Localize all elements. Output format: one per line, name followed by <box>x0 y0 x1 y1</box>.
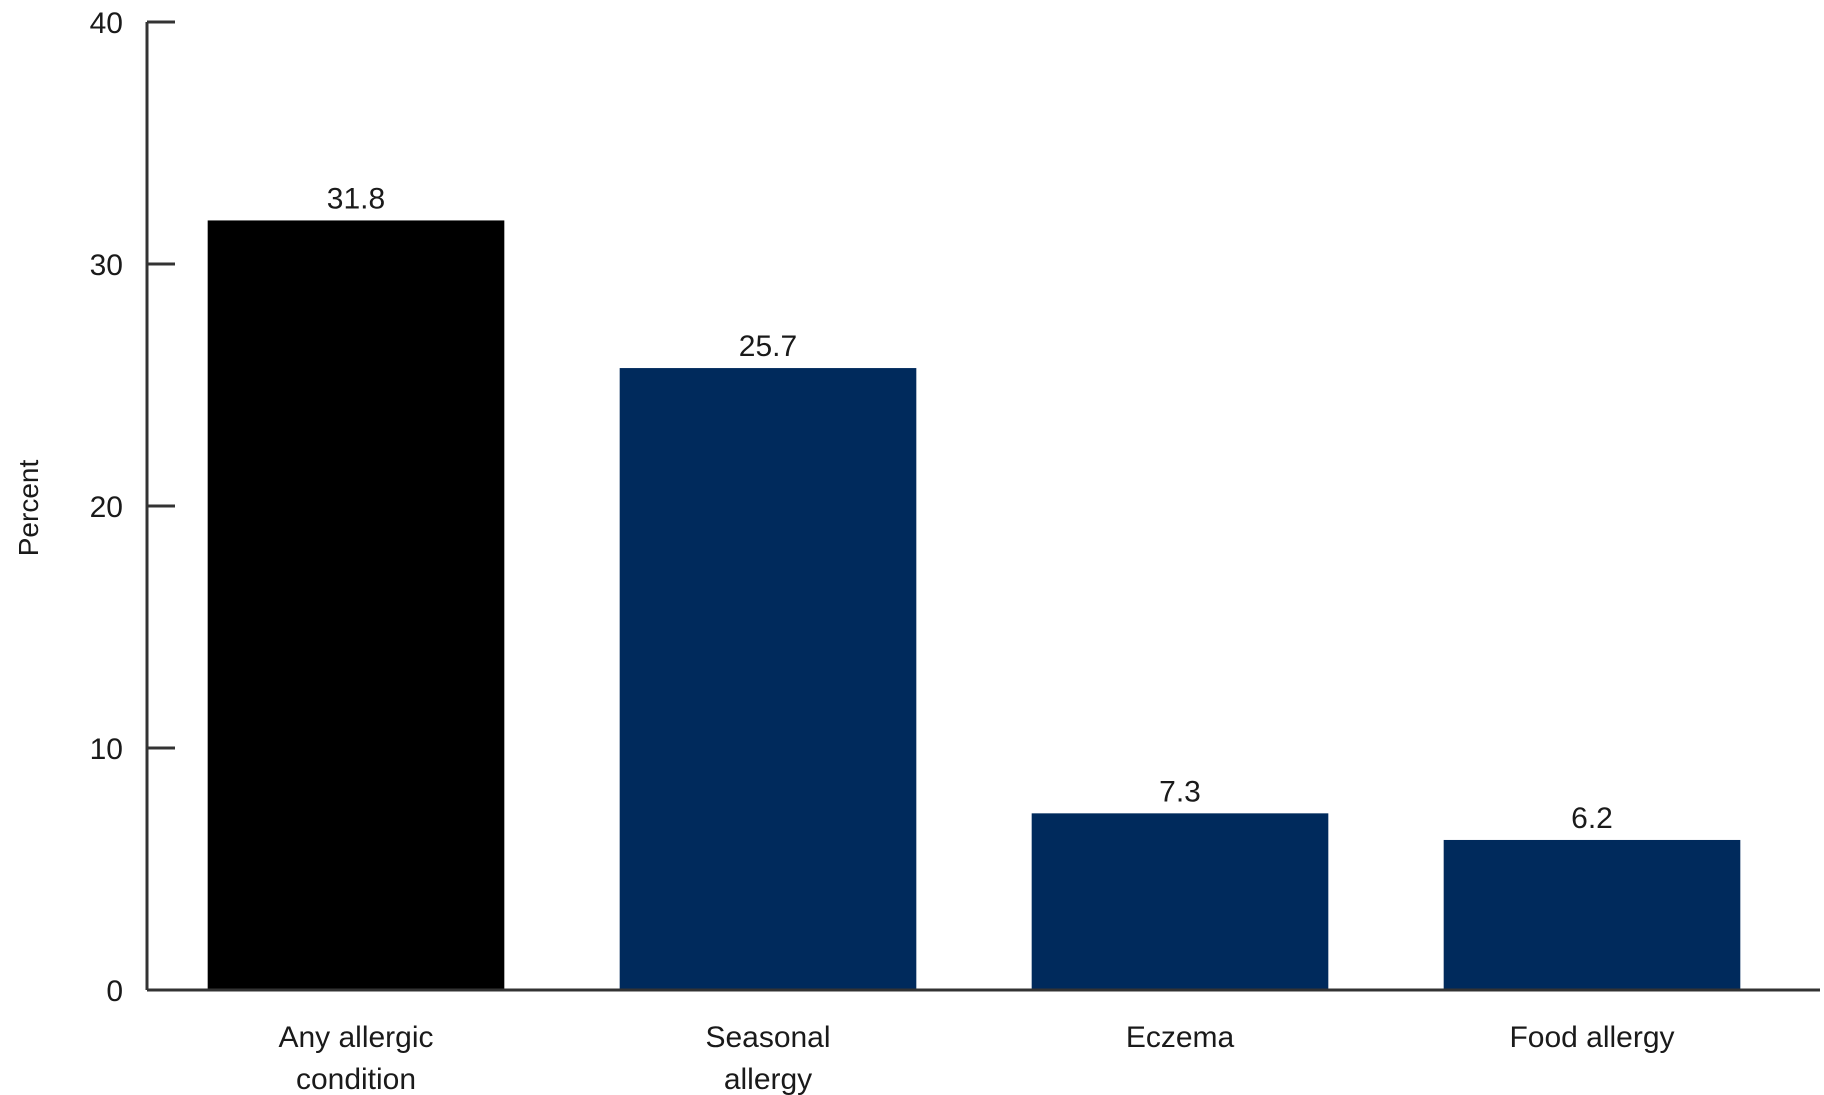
y-axis-label: Percent <box>13 460 44 557</box>
x-tick-label: Food allergy <box>1509 1021 1674 1054</box>
bar <box>1031 813 1329 990</box>
bar-value-label: 6.2 <box>1571 802 1613 835</box>
x-axis: Any allergic condition Seasonal allergy Ecze… <box>147 988 1820 1095</box>
y-tick-label: 0 <box>106 975 123 1008</box>
y-tick-label: 30 <box>90 249 123 282</box>
x-tick-label: Seasonal allergy <box>705 1021 830 1095</box>
bar-value-label: 25.7 <box>739 330 797 363</box>
y-tick-label: 40 <box>90 7 123 40</box>
bar <box>619 368 917 990</box>
bar <box>1443 839 1741 990</box>
bar <box>207 220 505 990</box>
y-tick-label: 20 <box>90 491 123 524</box>
y-axis: 0 10 20 30 40 <box>90 7 175 1008</box>
bar-value-label: 31.8 <box>327 182 385 215</box>
bar-value-label: 7.3 <box>1159 775 1201 808</box>
bars: 31.8 25.7 7.3 6.2 <box>207 182 1741 990</box>
x-tick-label: Eczema <box>1126 1021 1235 1054</box>
x-tick-label: Any allergic condition <box>278 1021 433 1095</box>
y-tick-label: 10 <box>90 733 123 766</box>
